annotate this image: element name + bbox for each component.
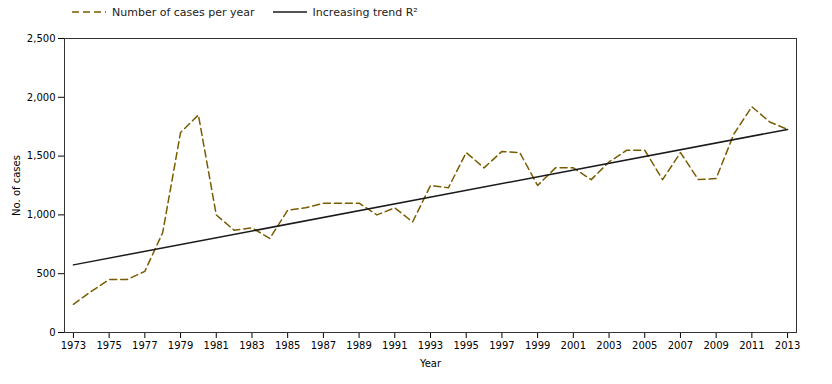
- svg-text:2,500: 2,500: [27, 33, 56, 44]
- svg-text:2011: 2011: [739, 340, 764, 351]
- svg-text:2001: 2001: [561, 340, 586, 351]
- svg-text:1,000: 1,000: [27, 209, 56, 220]
- svg-text:1983: 1983: [239, 340, 264, 351]
- svg-text:1987: 1987: [311, 340, 336, 351]
- svg-text:0: 0: [49, 327, 55, 338]
- svg-text:1985: 1985: [275, 340, 300, 351]
- svg-text:1995: 1995: [453, 340, 478, 351]
- svg-text:1991: 1991: [382, 340, 407, 351]
- svg-text:No. of cases: No. of cases: [11, 155, 22, 216]
- svg-text:2009: 2009: [703, 340, 728, 351]
- svg-text:2003: 2003: [596, 340, 621, 351]
- svg-text:2007: 2007: [668, 340, 693, 351]
- svg-text:1997: 1997: [489, 340, 514, 351]
- html-text:Increasing trend R²: Increasing trend R²: [312, 5, 418, 19]
- svg-text:2005: 2005: [632, 340, 657, 351]
- svg-text:500: 500: [36, 268, 55, 279]
- svg-text:2013: 2013: [775, 340, 800, 351]
- svg-text:1979: 1979: [168, 340, 193, 351]
- svg-text:1973: 1973: [61, 340, 86, 351]
- html-text:Number of cases per year: Number of cases per year: [112, 5, 255, 19]
- svg-text:1993: 1993: [418, 340, 443, 351]
- svg-text:1999: 1999: [525, 340, 550, 351]
- svg-text:1977: 1977: [132, 340, 157, 351]
- svg-text:1,500: 1,500: [27, 150, 56, 161]
- svg-text:2,000: 2,000: [27, 92, 56, 103]
- svg-text:Year: Year: [419, 358, 442, 369]
- svg-text:1989: 1989: [346, 340, 371, 351]
- svg-text:1981: 1981: [204, 340, 229, 351]
- svg-text:1975: 1975: [96, 340, 121, 351]
